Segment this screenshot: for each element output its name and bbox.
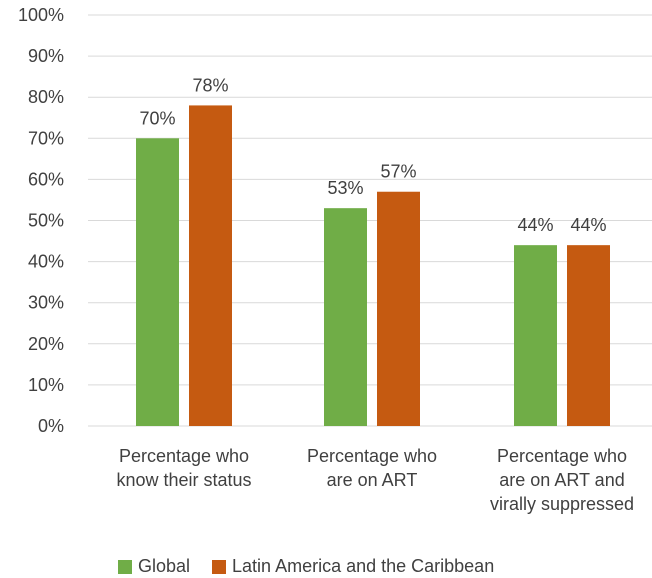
legend-swatch-latin-america bbox=[212, 559, 227, 574]
y-tick-label: 80% bbox=[28, 87, 64, 107]
y-tick-label: 100% bbox=[18, 5, 64, 25]
legend-swatch-global bbox=[118, 559, 132, 574]
y-axis-tick-labels: 0% 10% 20% 30% 40% 50% 60% 70% 80% 90% 100% bbox=[18, 5, 64, 436]
bars bbox=[136, 105, 610, 427]
y-tick-label: 70% bbox=[28, 128, 64, 148]
gridlines bbox=[88, 14, 652, 427]
y-tick-label: 40% bbox=[28, 252, 64, 272]
category-label: Percentage who know their status bbox=[116, 446, 251, 490]
bar-value-label: 57% bbox=[380, 162, 416, 182]
bar-value-label: 44% bbox=[570, 215, 606, 235]
y-tick-label: 10% bbox=[28, 375, 64, 395]
bar-latin-america bbox=[567, 245, 610, 426]
y-tick-label: 60% bbox=[28, 169, 64, 189]
x-axis-category-labels: Percentage who know their status Percentag… bbox=[116, 446, 634, 514]
legend-item-global: Global bbox=[118, 556, 190, 577]
legend-label-global: Global bbox=[138, 556, 191, 576]
bar-global bbox=[324, 208, 367, 426]
bar-global bbox=[514, 245, 557, 426]
category-label: Percentage who are on ART and virally supp… bbox=[490, 446, 634, 514]
y-tick-label: 30% bbox=[28, 293, 64, 313]
legend-item-latin-america: Latin America and the Caribbean bbox=[212, 556, 494, 577]
legend: Global Latin America and the Caribbean bbox=[118, 556, 516, 577]
legend-label-latin-america: Latin America and the Caribbean bbox=[232, 556, 495, 576]
y-tick-label: 0% bbox=[38, 416, 64, 436]
bar-value-label: 78% bbox=[192, 75, 228, 95]
bar-latin-america bbox=[377, 191, 420, 426]
bar-value-label: 53% bbox=[327, 178, 363, 198]
y-tick-label: 20% bbox=[28, 334, 64, 354]
bar-value-label: 44% bbox=[517, 215, 553, 235]
bar-global bbox=[136, 138, 179, 427]
bar-latin-america bbox=[189, 105, 232, 427]
y-tick-label: 90% bbox=[28, 46, 64, 66]
data-labels: 70% 78% 53% 57% 44% 44% bbox=[139, 75, 606, 235]
y-tick-label: 50% bbox=[28, 211, 64, 231]
bar-value-label: 70% bbox=[139, 108, 175, 128]
category-label: Percentage who are on ART bbox=[307, 446, 437, 490]
